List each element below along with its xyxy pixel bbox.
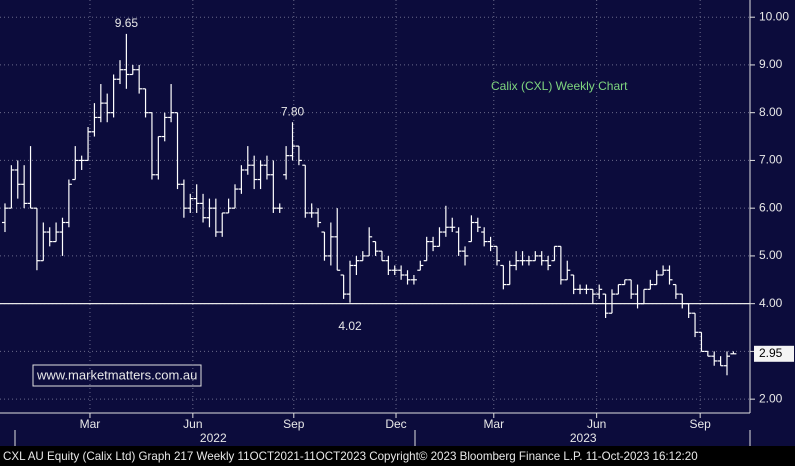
watermark: www.marketmatters.com.au xyxy=(36,367,197,382)
y-tick-label: 5.00 xyxy=(759,248,783,262)
x-tick-label: Mar xyxy=(80,417,101,431)
x-tick-label: Sep xyxy=(283,417,305,431)
last-price-label: 2.95 xyxy=(759,346,783,360)
y-tick-label: 2.00 xyxy=(759,391,783,405)
y-tick-label: 10.00 xyxy=(759,9,789,23)
y-tick-label: 6.00 xyxy=(759,200,783,214)
year-label: 2022 xyxy=(200,431,227,445)
x-tick-label: Jun xyxy=(587,417,606,431)
year-label: 2023 xyxy=(570,431,597,445)
x-tick-label: Mar xyxy=(483,417,504,431)
footer: CXL AU Equity (Calix Ltd) Graph 217 Week… xyxy=(3,450,698,463)
x-tick-label: Sep xyxy=(689,417,711,431)
price-bars xyxy=(1,33,737,376)
y-tick-label: 4.00 xyxy=(759,296,783,310)
annotation: 7.80 xyxy=(281,104,305,118)
x-tick-label: Dec xyxy=(385,417,406,431)
y-tick-label: 8.00 xyxy=(759,105,783,119)
annotation: 4.02 xyxy=(338,319,362,333)
footer-bar xyxy=(0,446,795,466)
last-price-box xyxy=(754,345,794,362)
y-tick-label: 7.00 xyxy=(759,153,783,167)
chart-title: Calix (CXL) Weekly Chart xyxy=(491,79,628,93)
y-tick-label: 9.00 xyxy=(759,57,783,71)
annotation: 9.65 xyxy=(115,16,139,30)
watermark-box xyxy=(32,364,202,387)
x-tick-label: Jun xyxy=(183,417,202,431)
